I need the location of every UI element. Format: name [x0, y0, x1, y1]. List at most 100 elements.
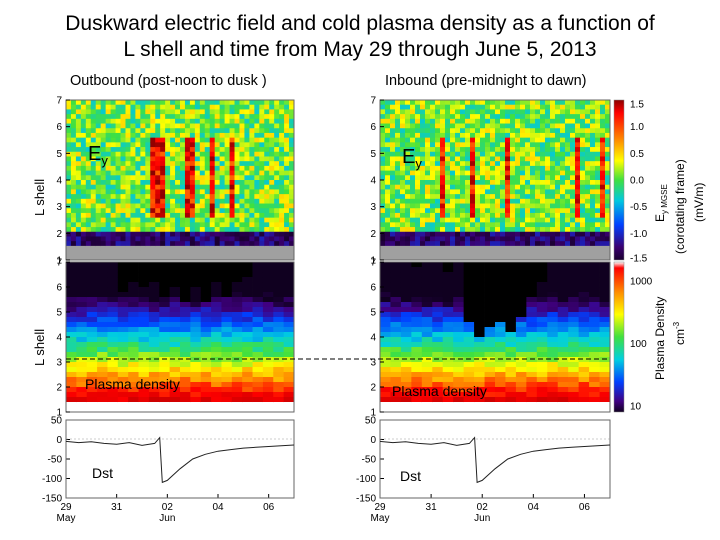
ey-cell — [145, 109, 151, 115]
density-cell — [76, 387, 88, 393]
ey-cell — [145, 184, 151, 190]
ey-cell — [480, 123, 486, 129]
ey-cell — [75, 189, 82, 195]
ey-cell — [530, 189, 536, 195]
density-cell — [495, 342, 506, 348]
ey-cell — [145, 194, 151, 200]
density-cell — [211, 392, 222, 398]
ey-cell — [600, 109, 606, 115]
density-cell — [117, 352, 129, 358]
ey-cell — [224, 104, 230, 110]
ey-cell — [585, 175, 591, 181]
density-colorbar — [613, 261, 625, 413]
ey-cell — [415, 227, 421, 233]
ey-cell — [234, 217, 240, 223]
ey-cell — [590, 132, 596, 139]
density-cell — [599, 382, 611, 388]
ey-cell — [140, 194, 146, 200]
ey-cell — [254, 142, 260, 148]
ey-cell — [279, 170, 285, 176]
ey-cell — [405, 236, 411, 242]
density-cell — [589, 312, 600, 318]
density-cell — [242, 277, 253, 283]
ey-cell — [470, 137, 476, 143]
ey-cell — [140, 170, 146, 176]
ey-cell — [590, 104, 596, 110]
ey-cell — [130, 137, 136, 143]
ey-cell — [605, 109, 611, 115]
ey-cell — [440, 203, 446, 209]
ey-cell — [249, 137, 255, 143]
density-cell — [557, 372, 569, 378]
density-cell — [117, 337, 129, 343]
ey-cell — [279, 198, 285, 204]
ey-cell — [254, 255, 260, 261]
ey-cell — [125, 132, 131, 139]
ey-cell — [249, 156, 255, 162]
ey-cell — [170, 123, 176, 129]
ey-cell — [234, 231, 240, 237]
ey-cell — [189, 151, 196, 157]
density-cell — [180, 342, 191, 348]
ey-cell — [460, 250, 466, 256]
ey-cell — [520, 156, 526, 162]
outbound-density-y-tick-label: 6 — [56, 283, 62, 294]
density-cell — [484, 352, 496, 358]
ey-cell — [465, 217, 471, 223]
ey-cell — [500, 222, 506, 228]
ey-cell — [465, 165, 471, 171]
ey-cell — [485, 165, 491, 171]
ey-cell — [455, 175, 461, 181]
ey-cell — [234, 109, 240, 115]
ey-cell — [500, 114, 506, 120]
density-cell — [200, 282, 212, 288]
ey-cell — [170, 222, 176, 228]
ey-cell — [234, 236, 240, 242]
ey-cell — [140, 241, 146, 247]
ey-cell — [575, 227, 581, 233]
density-cell — [463, 352, 475, 358]
ey-cell — [510, 203, 516, 209]
ey-cell — [415, 203, 421, 209]
density-cell — [252, 337, 264, 343]
density-cell — [411, 382, 423, 388]
ey-cell — [234, 137, 240, 143]
density-cell — [547, 307, 559, 313]
ey-cell — [145, 104, 151, 110]
ey-cell — [530, 175, 536, 181]
ey-cell — [259, 203, 265, 209]
ey-cell — [515, 114, 521, 120]
ey-cell — [189, 123, 196, 129]
ey-cell — [550, 175, 556, 181]
ey-cell — [145, 208, 151, 214]
density-cell — [526, 332, 538, 338]
ey-cell — [600, 208, 606, 214]
density-cell — [390, 342, 402, 348]
ey-cell — [515, 203, 521, 209]
density-cell — [515, 287, 527, 293]
ey-cell — [455, 231, 461, 237]
ey-cell — [515, 245, 521, 251]
ey-cell — [254, 250, 260, 256]
ey-cell — [380, 203, 386, 209]
ey-cell — [105, 156, 112, 162]
ey-cell — [170, 170, 176, 176]
density-cell — [390, 332, 402, 338]
density-cell — [536, 327, 548, 333]
ey-cell — [175, 128, 181, 134]
ey-cell — [259, 132, 265, 139]
density-cell — [515, 347, 527, 353]
ey-cell — [100, 109, 107, 115]
density-cell — [578, 342, 590, 348]
ey-cell — [505, 236, 511, 242]
ey-cell — [199, 245, 206, 251]
density-cell — [578, 387, 590, 393]
density-cell — [252, 297, 264, 303]
density-cell — [159, 397, 171, 403]
ey-cell — [209, 109, 216, 115]
ey-cell — [254, 194, 260, 200]
ey-cell — [590, 241, 596, 247]
ey-cell — [214, 208, 221, 214]
density-cell — [97, 337, 108, 343]
ey-cell — [380, 175, 386, 181]
